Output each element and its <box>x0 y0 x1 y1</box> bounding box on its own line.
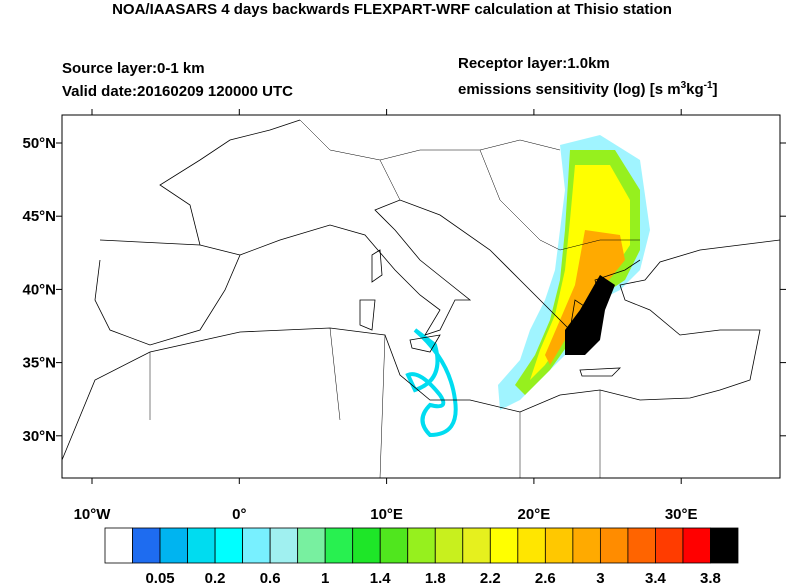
plume-core <box>565 275 615 355</box>
colorbar-swatch <box>544 527 574 564</box>
map-content <box>62 119 780 478</box>
valid-date: Valid date:20160209 120000 UTC <box>62 83 293 100</box>
lat-label: 35°N <box>22 355 56 372</box>
units-label: emissions sensitivity (log) [s m3kg-1] <box>458 80 718 98</box>
colorbar-label: 3.8 <box>700 570 721 585</box>
lat-label: 45°N <box>22 208 56 225</box>
colorbar-swatch <box>682 527 711 564</box>
colorbar-swatch <box>710 527 739 564</box>
lon-label: 10°E <box>370 506 403 523</box>
colorbar-swatch <box>159 527 188 564</box>
colorbar-label: 3 <box>596 570 604 585</box>
plume <box>405 328 458 438</box>
colorbar-swatch <box>517 527 546 564</box>
colorbar-label: 2.6 <box>535 570 556 585</box>
title: NOA/IAASARS 4 days backwards FLEXPART-WR… <box>112 1 672 18</box>
colorbar-swatch <box>572 527 601 564</box>
colorbar-swatch <box>627 527 656 564</box>
lat-label: 50°N <box>22 135 56 152</box>
colorbar-label: 1.4 <box>370 570 392 585</box>
colorbar-swatch <box>242 527 271 564</box>
colorbar-label: 1 <box>321 570 329 585</box>
colorbar-swatch <box>599 527 629 564</box>
colorbar-swatch <box>187 527 216 564</box>
lon-label: 10°W <box>74 506 112 523</box>
colorbar-label: 2.2 <box>480 570 501 585</box>
units-part: emissions sensitivity (log) [s m <box>458 81 681 98</box>
colorbar-swatch <box>269 527 299 564</box>
colorbar-swatch <box>214 527 244 564</box>
colorbar-label: 0.05 <box>145 570 174 585</box>
receptor-layer: Receptor layer:1.0km <box>458 55 610 72</box>
units-part: ] <box>713 81 718 98</box>
colorbar-swatch <box>407 527 436 564</box>
colorbar-swatch <box>462 527 491 564</box>
map-frame <box>61 114 781 479</box>
lat-label: 30°N <box>22 428 56 445</box>
lat-label: 40°N <box>22 281 56 298</box>
colorbar-swatch <box>132 527 161 564</box>
colorbar-label: 0.6 <box>260 570 281 585</box>
units-sup: 3 <box>681 80 687 91</box>
lon-label: 0° <box>232 506 246 523</box>
map <box>61 114 781 479</box>
colorbar-label: 3.4 <box>645 570 667 585</box>
colorbar-swatch <box>379 527 409 564</box>
colorbar-swatch <box>434 527 464 564</box>
units-part: kg <box>686 81 704 98</box>
colorbar-swatch <box>104 527 133 564</box>
colorbar-swatch <box>324 527 354 564</box>
colorbar-swatch <box>352 527 381 564</box>
lon-label: 30°E <box>665 506 698 523</box>
colorbar-swatch <box>655 527 684 564</box>
source-layer: Source layer:0-1 km <box>62 60 205 77</box>
colorbar-label: 1.8 <box>425 570 446 585</box>
units-sup: -1 <box>704 80 713 91</box>
colorbar-swatch <box>489 527 519 564</box>
lon-label: 20°E <box>518 506 551 523</box>
colorbar-label: 0.2 <box>205 570 226 585</box>
colorbar-swatch <box>297 527 326 564</box>
